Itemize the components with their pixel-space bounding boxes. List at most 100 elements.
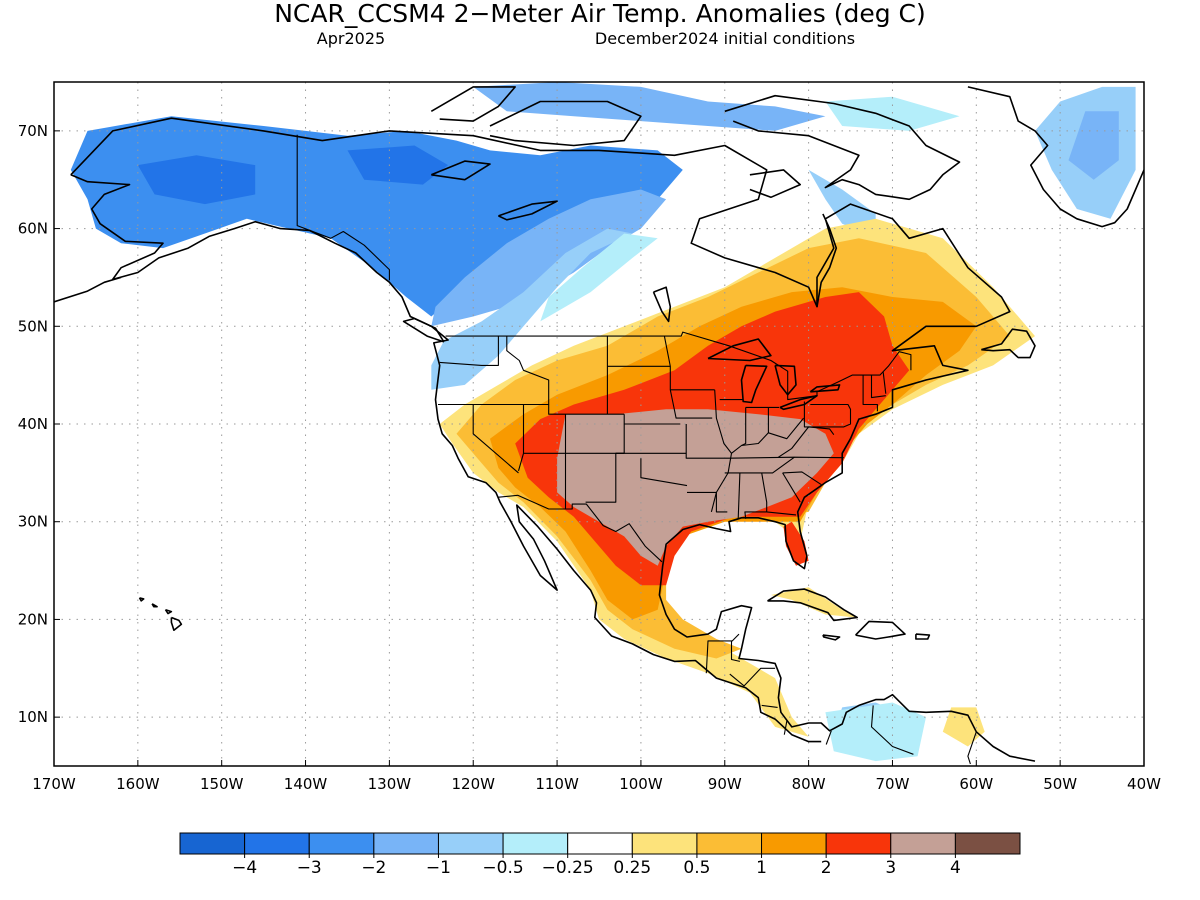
coastline-jamaica: [822, 634, 841, 641]
coastline-banks-island: [430, 86, 517, 122]
anomaly-region-western-canada: [431, 189, 667, 327]
coastline-newfoundland: [981, 328, 1036, 359]
border-new-england: [862, 375, 878, 412]
coastline-lake-winnipeg: [652, 286, 672, 323]
border-iowa-missouri: [669, 389, 713, 419]
lat-tick-label: 20N: [18, 610, 48, 628]
coastline-baffin-island: [724, 94, 961, 201]
colorbar-tick-label: −2: [361, 858, 386, 878]
border-mississippi-alabama: [737, 472, 741, 519]
coastline-great-bear-lake: [430, 160, 491, 181]
anomaly-region-florida: [783, 521, 809, 566]
anomaly-region-bc-coast: [431, 228, 633, 390]
border-us-west-states: [438, 403, 625, 415]
border-maine-nh: [882, 372, 887, 394]
colorbar-swatch: [244, 832, 310, 855]
border-us-canada: [445, 331, 912, 401]
map-panel: [54, 82, 1144, 766]
colorbar-tick-label: 0.5: [683, 858, 710, 878]
coastline-lake-erie: [779, 394, 818, 411]
colorbar-swatch: [890, 832, 956, 855]
coastline-greenland: [967, 86, 1144, 228]
colorbar-tick-label: −1: [426, 858, 451, 878]
border-colombia-venezuela: [870, 705, 914, 755]
coastline-hudson-bay-east: [816, 213, 838, 307]
border-mexico-guatemala: [705, 633, 740, 674]
border-oklahoma-texas: [640, 458, 688, 487]
lon-tick-label: 150W: [200, 775, 244, 793]
longitude-labels: 170W 160W 150W 140W 130W 120W 110W 100W 90W 80W 70…: [32, 760, 1161, 793]
lon-tick-label: 110W: [535, 775, 579, 793]
lon-tick-label: 80W: [792, 775, 826, 793]
lon-tick-label: 170W: [32, 775, 76, 793]
coastline-victoria-island: [489, 100, 642, 147]
lon-tick-label: 60W: [959, 775, 993, 793]
colorbar-swatch: [179, 832, 246, 855]
lon-tick-label: 120W: [451, 775, 495, 793]
anomaly-region-cuba: [770, 587, 857, 618]
coastline-hawaii-kauai: [138, 597, 145, 602]
coastline-hispaniola: [855, 620, 906, 640]
coastline-southampton-island: [749, 169, 802, 199]
lon-tick-label: 140W: [284, 775, 328, 793]
border-tennessee-line: [724, 456, 795, 474]
border-central-america-b: [729, 667, 776, 687]
border-central-america-a: [730, 640, 741, 662]
lon-tick-label: 100W: [619, 775, 663, 793]
border-venezuela-guyana: [967, 731, 977, 765]
colorbar-swatch: [567, 832, 633, 855]
border-central-america-d: [783, 721, 788, 735]
colorbar-swatch: [761, 832, 827, 855]
anomaly-region-baffin-north: [825, 96, 960, 131]
coastline-lake-huron: [774, 364, 797, 396]
coastline-great-slave-lake: [498, 200, 558, 221]
border-idaho-montana: [506, 336, 550, 405]
lat-tick-label: 30N: [18, 513, 48, 531]
colorbar-tick-label: −4: [232, 858, 257, 878]
border-panama-colombia: [825, 730, 832, 745]
coastline-vancouver-island: [402, 317, 445, 343]
colorbar-swatch: [502, 832, 569, 855]
border-pa-lines: [803, 401, 852, 428]
coastline-lake-superior: [707, 338, 772, 362]
border-kentucky-tennessee: [728, 456, 844, 459]
border-carolinas: [782, 471, 822, 486]
figure-title: NCAR_CCSM4 2−Meter Air Temp. Anomalies (…: [274, 0, 926, 28]
coastline-pacific-coast: [70, 174, 822, 743]
anomaly-region-alaska-core: [137, 155, 256, 205]
lat-tick-label: 60N: [18, 220, 48, 238]
colorbar-tick-label: 1: [756, 858, 767, 878]
border-nevada-california: [472, 404, 519, 474]
lon-tick-label: 160W: [116, 775, 160, 793]
border-georgia-sc: [782, 472, 801, 503]
border-minnesota-west: [663, 335, 715, 391]
lon-tick-label: 70W: [876, 775, 910, 793]
border-missouri-arkansas: [685, 424, 729, 459]
coastline-lake-ontario: [809, 384, 841, 393]
anomaly-region-yukon-core: [347, 145, 449, 185]
border-georgia-florida: [766, 511, 797, 516]
coastlines: [54, 86, 1144, 762]
border-arkansas-louisiana: [687, 491, 728, 513]
lat-tick-label: 50N: [18, 317, 48, 335]
coastline-hawaii-oahu: [151, 603, 158, 608]
colorbar: −4 −3 −2 −1 −0.5 −0.25 0.25 0.5 1 2 3 4: [179, 832, 1021, 878]
coastline-north-america-mainland: [70, 117, 1036, 762]
anomaly-region-us-four-degree: [557, 409, 834, 566]
colorbar-tick-label: 2: [821, 858, 832, 878]
anomaly-region-colombia-cool-inner: [825, 702, 926, 762]
initial-conditions-label: December2024 initial conditions: [595, 29, 855, 48]
lon-tick-label: 90W: [708, 775, 742, 793]
border-alaska-canada: [296, 134, 390, 281]
border-new-england-b: [870, 375, 886, 399]
colorbar-swatch: [696, 832, 763, 855]
coastline-hawaii-maui: [164, 608, 173, 615]
lat-tick-label: 70N: [18, 122, 48, 140]
colorbar-tick-label: 4: [950, 858, 961, 878]
coastline-lake-michigan: [740, 364, 768, 404]
lon-tick-label: 50W: [1043, 775, 1077, 793]
colorbar-swatch: [373, 832, 439, 855]
border-central-america-c: [761, 704, 778, 708]
coastline-hawaii-big: [170, 616, 183, 632]
